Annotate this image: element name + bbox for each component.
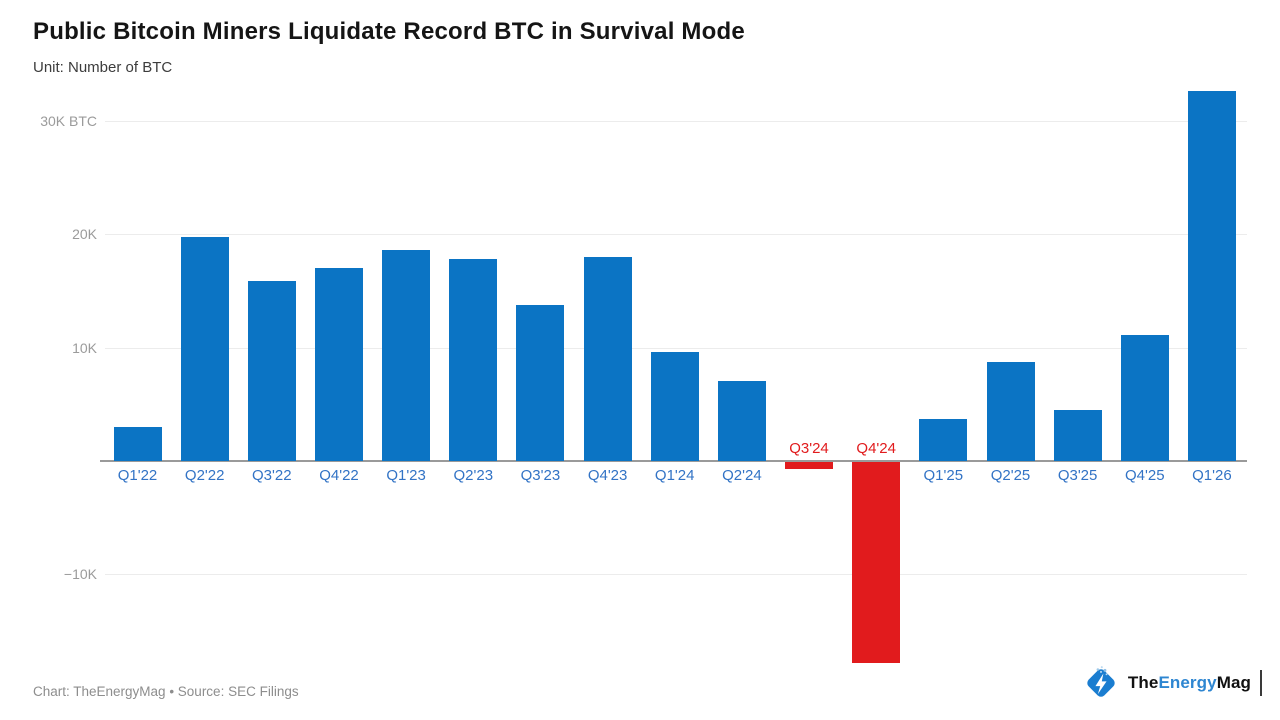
y-axis-tick-label: −10K [63, 566, 97, 583]
x-tick-label-q3-25: Q3'25 [1057, 467, 1098, 484]
bar-q4-25 [1120, 335, 1169, 461]
bar-q4-22 [315, 268, 363, 461]
source-attribution: Chart: TheEnergyMag • Source: SEC Filing… [33, 684, 299, 699]
x-tick-label-q3-24: Q3'24 [789, 440, 829, 457]
y-axis-tick-label: 20K [72, 226, 97, 243]
bar-q1-23 [382, 250, 431, 461]
lightning-diamond-icon [1082, 664, 1120, 702]
bar-q3-24 [785, 462, 833, 469]
x-tick-label-q4-24: Q4'24 [856, 440, 896, 457]
bar-q3-22 [247, 280, 296, 461]
x-tick-label-q1-25: Q1'25 [923, 467, 964, 484]
gridline [105, 234, 1247, 236]
x-tick-label-q4-22: Q4'22 [319, 467, 359, 484]
bar-q2-22 [180, 236, 229, 461]
x-tick-label-q1-22: Q1'22 [117, 467, 158, 484]
x-tick-label-q3-22: Q3'22 [252, 467, 292, 484]
page-title: Public Bitcoin Miners Liquidate Record B… [33, 18, 745, 45]
bar-q1-22 [113, 427, 162, 461]
chart-unit-subtitle: Unit: Number of BTC [33, 59, 173, 76]
x-tick-label-q1-26: Q1'26 [1192, 467, 1232, 484]
x-axis-line [100, 460, 1247, 462]
bar-q1-26 [1187, 90, 1236, 461]
publisher-logo: TheEnergyMag [1082, 664, 1262, 702]
x-tick-label-q3-23: Q3'23 [520, 467, 561, 484]
gridline [105, 347, 1247, 349]
y-axis-tick-label: 10K [72, 339, 97, 356]
x-tick-label-q2-24: Q2'24 [722, 467, 762, 484]
x-tick-label-q1-23: Q1'23 [386, 467, 426, 484]
gridline [105, 121, 1247, 123]
x-tick-label-q4-25: Q4'25 [1125, 467, 1165, 484]
bar-q2-24 [717, 380, 766, 461]
bar-q4-23 [583, 257, 632, 461]
logo-word-mag: Mag [1216, 673, 1251, 692]
bar-q1-25 [919, 419, 968, 461]
x-tick-label-q4-23: Q4'23 [587, 467, 628, 484]
bar-q3-23 [516, 304, 565, 461]
gridline [105, 574, 1247, 576]
x-tick-label-q1-24: Q1'24 [654, 467, 695, 484]
bar-q1-24 [650, 352, 699, 461]
y-axis-tick-label: 30K BTC [40, 113, 97, 130]
logo-word-the: The [1127, 673, 1159, 692]
logo-word-energy: Energy [1158, 673, 1217, 692]
x-tick-label-q2-23: Q2'23 [453, 467, 494, 484]
bar-q3-25 [1053, 410, 1102, 461]
logo-wordmark: TheEnergyMag [1128, 673, 1251, 693]
bar-q2-23 [449, 259, 498, 461]
logo-cursor-bar [1260, 670, 1262, 696]
x-tick-label-q2-25: Q2'25 [990, 467, 1031, 484]
bar-q2-25 [986, 362, 1035, 461]
x-tick-label-q2-22: Q2'22 [184, 467, 225, 484]
bar-q4-24 [852, 462, 901, 663]
